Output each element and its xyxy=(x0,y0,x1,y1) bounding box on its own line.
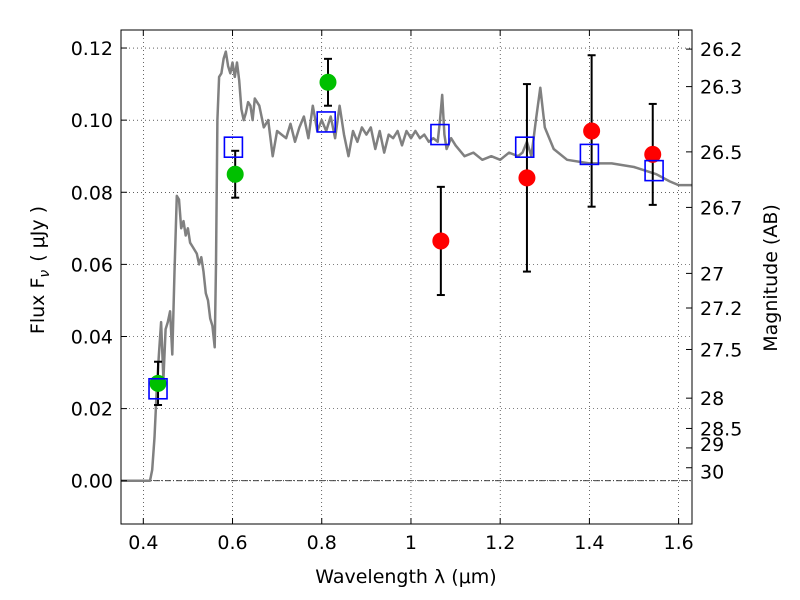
x-tick-label: 1.2 xyxy=(485,532,515,554)
y2-tick-label: 28 xyxy=(700,388,724,410)
plot-frame xyxy=(120,29,693,525)
red-data-point xyxy=(518,169,536,187)
x-tick-label: 1.4 xyxy=(574,532,604,554)
model-photometry-square xyxy=(148,377,168,400)
x-tick-label: 0.6 xyxy=(217,532,247,554)
y2-tick-label: 27 xyxy=(700,263,724,285)
red-data-point xyxy=(644,145,662,163)
x-tick-label: 0.4 xyxy=(128,532,158,554)
model-spectrum xyxy=(121,50,692,482)
y-axis-label-subscript: ν xyxy=(37,270,53,278)
x-tick-label: 0.8 xyxy=(307,532,337,554)
y2-tick-label: 27.2 xyxy=(700,298,742,320)
y-tick-label: 0.12 xyxy=(71,38,113,60)
model-photometry-square xyxy=(430,123,450,146)
red-data-point xyxy=(432,232,450,250)
y2-tick-label: 26.3 xyxy=(700,77,742,99)
y2-tick-label: 30 xyxy=(700,462,724,484)
y2-axis-label: Magnitude (AB) xyxy=(760,204,782,352)
x-axis-label: Wavelength λ (μm) xyxy=(315,566,496,588)
y2-tick-label: 26.5 xyxy=(700,142,742,164)
y2-tick-label: 27.5 xyxy=(700,339,742,361)
model-photometry-square xyxy=(514,136,535,158)
y-tick-label: 0.10 xyxy=(71,110,113,132)
data-points xyxy=(148,54,664,407)
spectrum-line xyxy=(121,50,692,482)
grid-lines xyxy=(121,30,692,524)
y-tick-label: 0.02 xyxy=(71,399,113,421)
green-data-point xyxy=(226,165,244,183)
y-tick-label: 0.06 xyxy=(71,254,113,276)
x-tick-label: 1 xyxy=(405,532,417,554)
y2-tick-label: 26.7 xyxy=(700,197,742,219)
model-photometry-square xyxy=(316,111,337,133)
model-photometry-square xyxy=(644,159,664,182)
y2-tick-label: 29 xyxy=(700,434,724,456)
y-tick-label: 0.00 xyxy=(71,471,113,493)
axis-ticks: 0.4 0.6 0.8 1 1.2 1.4 1.6 0.00 0.02 0.04 0.06 0.08 0… xyxy=(71,30,742,554)
y-axis-label: Flux Fν ( μJy ) xyxy=(27,206,53,334)
y-axis-label-units: ( μJy ) xyxy=(27,206,49,262)
y-tick-label: 0.08 xyxy=(71,182,113,204)
model-photometry-square xyxy=(223,136,244,158)
green-data-point xyxy=(319,73,337,91)
red-data-point xyxy=(583,122,601,140)
y-axis-label-main: Flux F xyxy=(27,278,49,334)
y-tick-label: 0.04 xyxy=(71,326,113,348)
y2-tick-label: 26.2 xyxy=(700,39,742,61)
y2-tick-label: 28.5 xyxy=(700,418,742,440)
green-data-point xyxy=(149,374,167,392)
model-photometry-square xyxy=(579,143,600,166)
x-tick-label: 1.6 xyxy=(664,532,694,554)
